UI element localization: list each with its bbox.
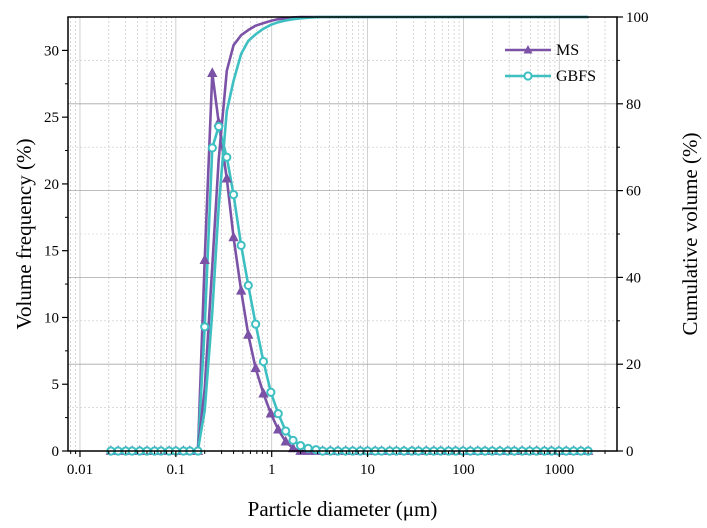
plot-frame (67, 16, 618, 452)
y-left-tick-label: 0 (52, 444, 60, 460)
y-left-tick-label: 30 (44, 43, 59, 59)
data-point-gbfs (236, 240, 246, 250)
y-left-tick-label: 5 (52, 377, 60, 393)
data-point-gbfs (273, 409, 283, 419)
data-point-ms (228, 231, 239, 242)
data-point-ms (199, 254, 210, 264)
data-point-gbfs (266, 387, 276, 397)
y-axis-right-title: Cumulative volume (%) (678, 133, 702, 336)
data-point-ms (258, 387, 269, 398)
legend-label: MS (556, 42, 579, 59)
legend-marker (523, 71, 533, 81)
series-line-1 (110, 125, 589, 453)
x-tick-label: 0.1 (166, 462, 185, 478)
data-point-gbfs (295, 441, 306, 451)
y-right-tick-label: 0 (626, 444, 634, 460)
y-right-tick-label: 40 (626, 270, 641, 286)
data-point-ms (250, 362, 261, 373)
data-point-gbfs (281, 426, 291, 436)
y-axis-left-title: Volume frequency (%) (12, 139, 36, 330)
series-line-0 (110, 71, 589, 453)
x-tick-label: 100 (452, 462, 475, 478)
x-axis-title: Particle diameter (μm) (248, 497, 438, 521)
data-point-ms (265, 407, 277, 418)
data-point-gbfs (207, 143, 217, 153)
legend: MS GBFS (505, 42, 596, 85)
y-right-tick-label: 60 (626, 184, 641, 200)
data-point-ms (287, 442, 299, 453)
axis-ticks: 0.01 0.1 1 10 100 1000 0 5 10 15 20 25 30 0 20 40 60 80 10… (44, 10, 649, 478)
data-point-ms (273, 423, 284, 434)
y-right-tick-label: 100 (626, 10, 649, 26)
data-point-ms (221, 172, 232, 183)
data-point-gbfs (288, 435, 298, 445)
y-left-tick-label: 10 (44, 310, 59, 326)
data-point-gbfs (251, 319, 261, 329)
grid-lines (68, 17, 617, 451)
y-right-tick-label: 80 (626, 97, 641, 113)
data-point-gbfs (200, 322, 210, 332)
legend-label: GBFS (556, 68, 596, 85)
data-point-gbfs (214, 121, 224, 132)
data-point-gbfs (258, 356, 269, 367)
data-point-ms (243, 328, 254, 339)
series-markers (105, 67, 594, 456)
x-tick-label: 1000 (544, 462, 574, 478)
x-tick-label: 1 (268, 462, 276, 478)
data-point-ms (235, 284, 247, 295)
y-left-tick-label: 25 (44, 110, 59, 126)
y-left-tick-label: 15 (44, 244, 59, 260)
data-point-gbfs (243, 280, 253, 291)
x-tick-label: 10 (360, 462, 375, 478)
data-point-gbfs (222, 152, 232, 162)
y-right-tick-label: 20 (626, 357, 641, 373)
y-left-tick-label: 20 (44, 177, 59, 193)
x-tick-label: 0.01 (67, 462, 93, 478)
legend-marker (523, 45, 533, 54)
data-point-ms (280, 435, 291, 446)
data-point-ms (207, 67, 218, 77)
data-point-gbfs (228, 190, 239, 200)
